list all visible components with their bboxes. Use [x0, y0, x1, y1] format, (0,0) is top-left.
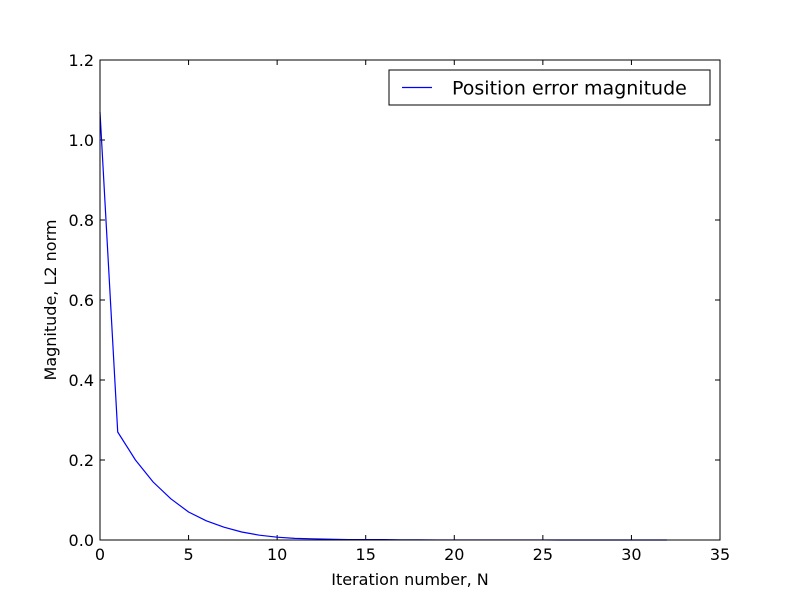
x-tick-label: 20	[444, 545, 464, 564]
plot-frame	[99, 59, 721, 541]
y-tick-label: 0.8	[69, 211, 94, 230]
y-tick-label: 0.2	[69, 451, 94, 470]
y-tick-label: 1.0	[69, 131, 94, 150]
x-tick-label: 25	[533, 545, 553, 564]
legend-box	[388, 69, 711, 106]
x-tick-label: 10	[267, 545, 287, 564]
legend: Position error magnitude	[388, 69, 711, 106]
ticks-layer: 0 5 10 15 20 25 30 35 0.0 0.2 0.4 0.6 0.8 1.0 1.2	[69, 51, 731, 564]
y-tick-label: 1.2	[69, 51, 94, 70]
x-tick-label: 5	[183, 545, 193, 564]
x-axis-label: Iteration number, N	[331, 570, 489, 589]
x-tick-label: 0	[95, 545, 105, 564]
y-tick-label: 0.4	[69, 371, 94, 390]
y-axis-label: Magnitude, L2 norm	[41, 220, 60, 381]
x-tick-label: 30	[621, 545, 641, 564]
plot-area	[100, 60, 720, 540]
y-tick-label: 0.0	[69, 531, 94, 550]
x-tick-label: 15	[356, 545, 376, 564]
legend-entry-position-error-magnitude: Position error magnitude	[452, 78, 687, 100]
y-tick-label: 0.6	[69, 291, 94, 310]
x-tick-label: 35	[710, 545, 730, 564]
